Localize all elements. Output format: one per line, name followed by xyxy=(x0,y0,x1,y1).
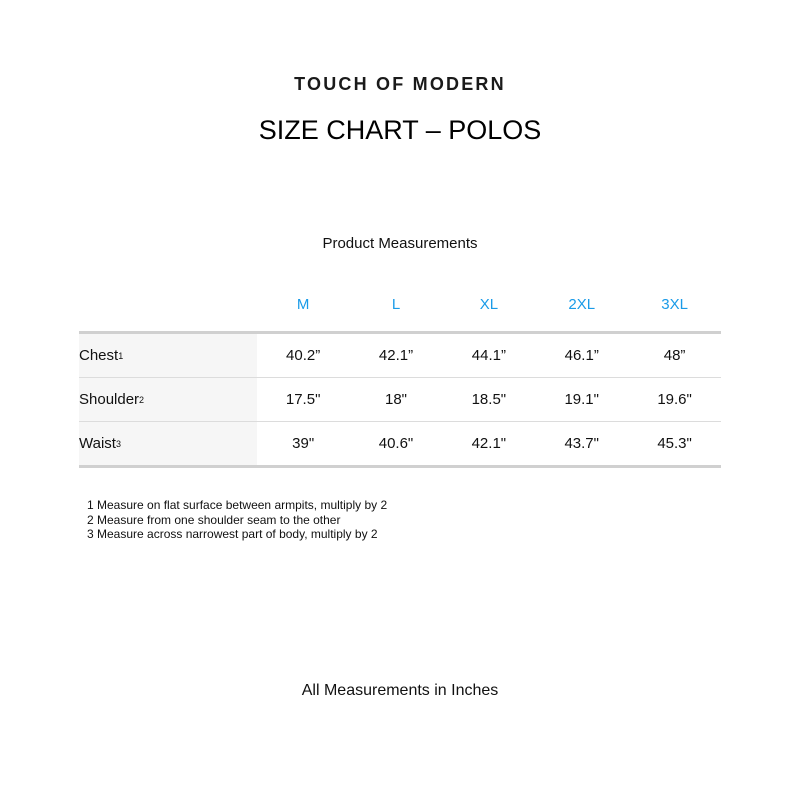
footnote-ref: 2 xyxy=(139,394,145,405)
footnotes: 1 Measure on flat surface between armpit… xyxy=(87,498,387,542)
table-cell: 48” xyxy=(663,347,686,364)
table-cell: 40.6" xyxy=(378,435,414,452)
size-header: L xyxy=(391,296,401,313)
table-row: Shoulder 2 17.5" 18" 18.5" 19.1" 19.6" xyxy=(79,378,721,422)
table-cell: 42.1” xyxy=(378,347,414,364)
size-header: XL xyxy=(479,296,499,313)
table-caption: Product Measurements xyxy=(322,235,478,252)
table-cell: 46.1” xyxy=(564,347,599,364)
page-title: SIZE CHART – POLOS xyxy=(258,115,542,145)
row-label: Waist xyxy=(79,435,116,452)
units-note: All Measurements in Inches xyxy=(301,682,499,699)
table-cell: 43.7" xyxy=(564,435,599,452)
table-cell: 40.2” xyxy=(286,347,321,364)
size-header: M xyxy=(296,296,310,313)
size-header: 2XL xyxy=(568,296,596,313)
footnote-ref: 1 xyxy=(118,350,124,361)
row-label: Chest xyxy=(79,347,119,364)
table-cell: 45.3" xyxy=(657,435,692,452)
footnote: 3 Measure across narrowest part of body,… xyxy=(87,527,378,541)
footnote: 1 Measure on flat surface between armpit… xyxy=(87,498,388,512)
table-row: Chest 1 40.2” 42.1” 44.1” 46.1” 48” xyxy=(79,334,721,378)
size-header: 3XL xyxy=(661,296,688,313)
row-label: Shoulder xyxy=(79,391,140,408)
footnote: 2 Measure from one shoulder seam to the … xyxy=(87,512,341,527)
footnote-ref: 3 xyxy=(115,438,121,449)
table-row: Waist 3 39" 40.6" 42.1" 43.7" 45.3" xyxy=(79,422,721,468)
table-cell: 18.5" xyxy=(471,391,507,408)
table-cell: 39" xyxy=(292,435,315,452)
table-cell: 18" xyxy=(385,391,408,408)
table-cell: 44.1” xyxy=(471,347,506,364)
table-header: M L XL 2XL 3XL xyxy=(79,293,721,334)
table-cell: 19.1" xyxy=(564,391,599,408)
brand-logo: TOUCH OF MODERN xyxy=(294,74,506,94)
table-cell: 19.6" xyxy=(657,391,692,408)
size-table: M L XL 2XL 3XL Chest 1 40.2” 42.1” 44.1” … xyxy=(79,293,721,468)
table-cell: 42.1" xyxy=(471,435,507,452)
table-cell: 17.5" xyxy=(285,391,321,408)
